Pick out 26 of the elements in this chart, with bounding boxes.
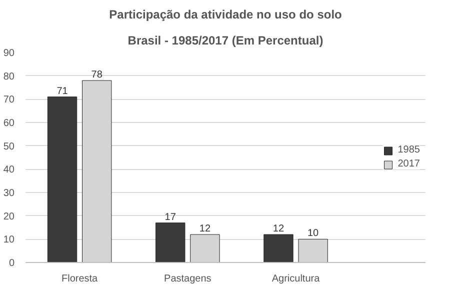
bar [156, 222, 186, 262]
data-label: 71 [56, 86, 68, 97]
bar [264, 234, 294, 262]
y-tick-label: 10 [3, 234, 15, 246]
legend-label: 2017 [398, 158, 420, 170]
data-label: 12 [272, 224, 284, 234]
y-tick-label: 70 [3, 94, 15, 106]
y-tick-label: 80 [3, 71, 15, 82]
data-label: 12 [199, 224, 211, 234]
y-tick-label: 40 [3, 164, 15, 176]
y-tick-label: 30 [3, 188, 15, 199]
y-tick-label: 20 [3, 211, 15, 222]
y-tick-label: 0 [8, 258, 15, 269]
chart-title: Participação da atividade no uso do solo [109, 8, 342, 22]
y-tick-label: 60 [3, 118, 15, 129]
x-tick-label: Floresta [61, 274, 98, 284]
y-tick-label: 50 [3, 141, 15, 152]
y-tick-label: 90 [3, 48, 15, 59]
data-label: 17 [164, 212, 176, 223]
chart-subtitle: Brasil - 1985/2017 (Em Percentual) [128, 34, 324, 48]
data-label: 78 [91, 70, 103, 80]
bar [47, 96, 78, 262]
x-tick-label: Pastagens [164, 274, 212, 284]
data-label: 10 [308, 228, 320, 240]
x-tick-label: Agricultura [272, 274, 320, 284]
legend-label: 1985 [398, 144, 420, 156]
